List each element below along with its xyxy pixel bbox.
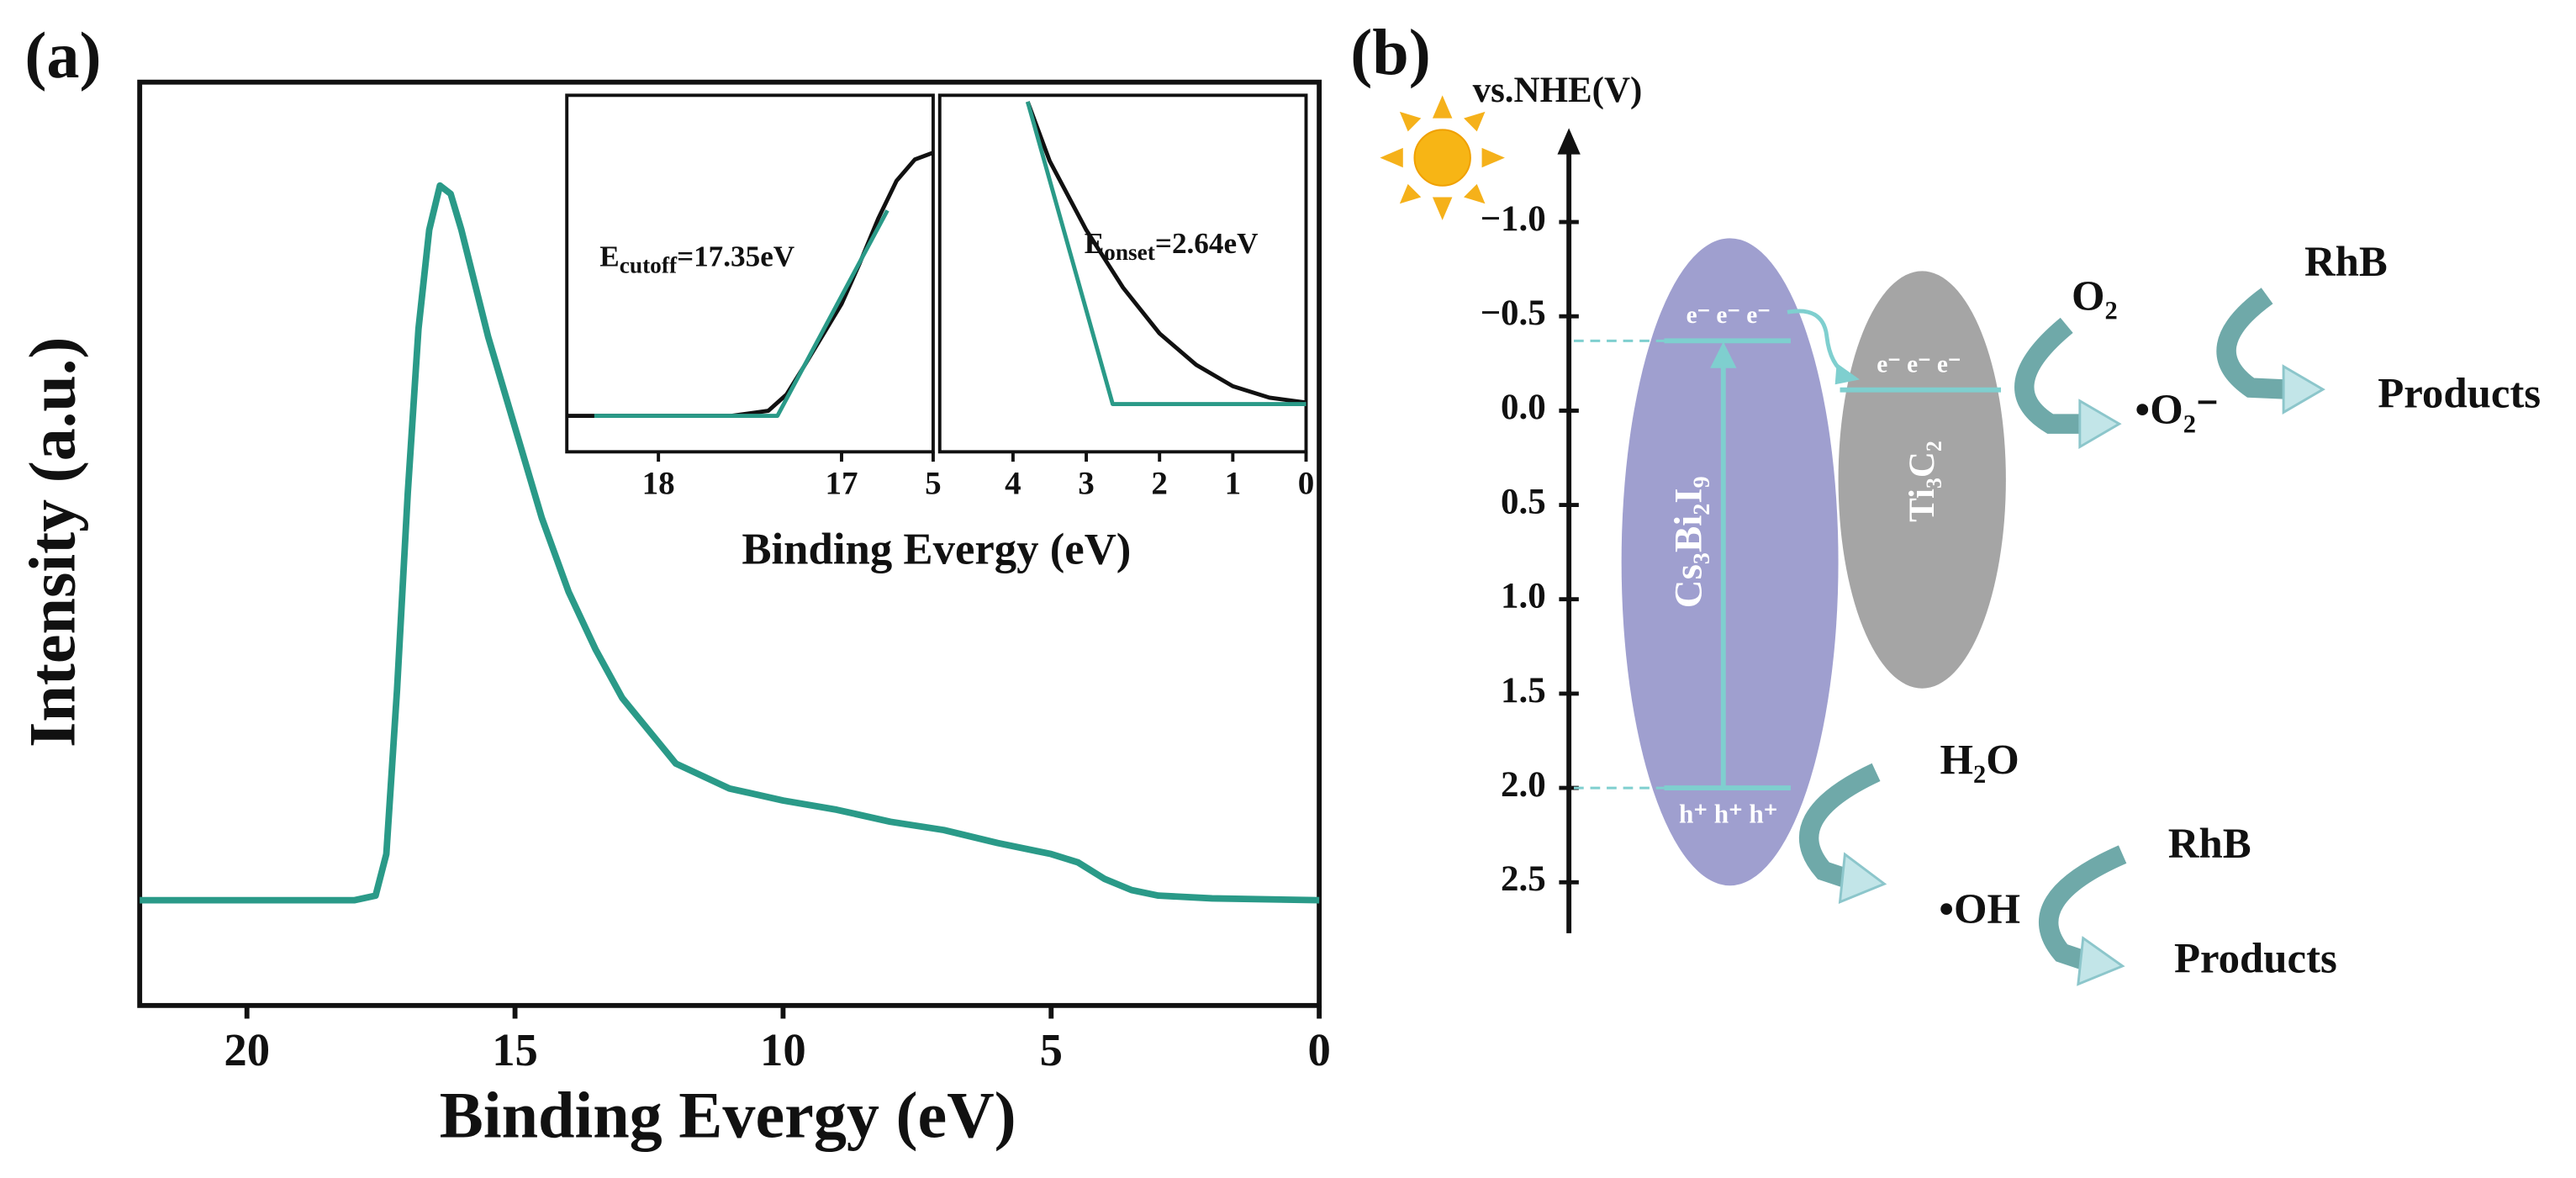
data-line <box>1026 101 1306 405</box>
species-label: O₂ <box>2072 272 2118 320</box>
x-tick-label: 1 <box>1225 465 1242 501</box>
species-label: RhB <box>2168 820 2251 867</box>
x-tick-label: 2 <box>1151 465 1168 501</box>
y-tick-label: 0.0 <box>1501 388 1546 427</box>
arrow-head <box>1710 341 1737 368</box>
axis-label: vs.NHE(V) <box>1473 71 1643 110</box>
x-tick-label: 5 <box>1040 1024 1063 1075</box>
reaction-arrows <box>1799 288 2288 971</box>
y-tick-label: 2.5 <box>1501 859 1546 899</box>
x-tick-label: 18 <box>642 465 675 501</box>
x-tick-label: 10 <box>760 1024 806 1075</box>
panel-label: (b) <box>1350 15 1431 88</box>
y-tick-label: 2.0 <box>1501 765 1546 805</box>
species-label: Products <box>2174 935 2337 982</box>
plot-frame <box>937 93 1308 454</box>
arrow-head <box>1834 362 1860 385</box>
x-tick-label: 0 <box>1298 465 1315 501</box>
y-tick-label: 0.5 <box>1501 482 1546 521</box>
species-label: Products <box>2378 370 2541 417</box>
y-tick-label: −0.5 <box>1481 293 1546 333</box>
annotation: Eonset=2.64eV <box>1085 227 1259 265</box>
electron-label: e⁻ e⁻ e⁻ <box>1687 302 1771 329</box>
x-tick-label: 4 <box>1005 465 1021 501</box>
material-label: Cs₃Bi₂I₉ <box>1666 476 1710 608</box>
annotation: Ecutoff=17.35eV <box>599 240 794 278</box>
x-tick-label: 3 <box>1078 465 1095 501</box>
electron-label: e⁻ e⁻ e⁻ <box>1877 351 1961 378</box>
plot-frame <box>137 79 1322 1008</box>
x-tick-label: 20 <box>224 1024 270 1075</box>
species-label: •OH <box>1939 885 2020 932</box>
y-tick-label: −1.0 <box>1481 199 1546 239</box>
sun <box>1380 95 1505 220</box>
material-label: Ti₃C₂ <box>1903 441 1942 522</box>
species-label: RhB <box>2304 238 2388 285</box>
panel-label: (a) <box>24 18 101 92</box>
species-label: H₂O <box>1940 736 2019 783</box>
y-tick-label: 1.0 <box>1501 577 1546 616</box>
annotation-sub: onset <box>1104 240 1155 265</box>
data-line <box>594 209 889 418</box>
x-tick-label: 15 <box>492 1024 538 1075</box>
plot-frame <box>565 93 935 454</box>
data-line <box>1025 101 1306 406</box>
annotation-part: =17.35eV <box>677 240 794 273</box>
annotation-part: =2.64eV <box>1155 227 1259 260</box>
data-line <box>567 151 934 418</box>
species-label: •O₂⁻ <box>2135 386 2218 433</box>
ti-ellipse <box>1838 271 2006 689</box>
x-tick-label: 0 <box>1307 1024 1330 1075</box>
y-axis-label: Intensity (a.u.) <box>15 337 88 747</box>
data-line <box>140 182 1320 904</box>
inset-x-axis-label: Binding Evergy (eV) <box>742 526 1131 574</box>
x-axis-label: Binding Evergy (eV) <box>440 1079 1016 1152</box>
x-tick-label: 17 <box>825 465 858 501</box>
annotation-sub: cutoff <box>620 253 678 278</box>
axis-arrow <box>1557 128 1581 155</box>
annotation-part: E <box>599 240 619 273</box>
x-tick-label: 5 <box>925 465 942 501</box>
cs-ellipse <box>1621 238 1839 886</box>
arrow-heads <box>1838 364 2325 986</box>
y-tick-label: 1.5 <box>1501 671 1546 710</box>
hole-label: h⁺ h⁺ h⁺ <box>1679 799 1777 828</box>
